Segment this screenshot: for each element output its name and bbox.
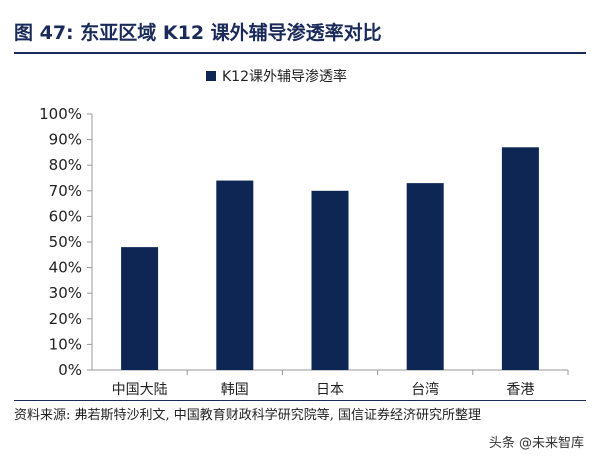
y-tick-label: 90% [49, 131, 82, 149]
legend-swatch [206, 71, 216, 81]
x-tick-label: 香港 [506, 382, 534, 398]
watermark: 头条 @未来智库 [488, 436, 584, 451]
title-bar: 图 47: 东亚区域 K12 课外辅导渗透率对比 [14, 8, 586, 54]
chart-legend: K12课外辅导渗透率 [206, 66, 347, 86]
x-tick-label: 日本 [316, 382, 344, 398]
x-tick-label: 台湾 [411, 381, 439, 398]
bar-chart: 0% 10% 20% 30% 40% 50% 60% 70% 80% 90% 100% 中国大陆 韩国 日… [39, 105, 569, 398]
bar [406, 183, 444, 370]
y-tick-label: 60% [49, 207, 82, 225]
y-tick-label: 10% [49, 335, 82, 353]
x-tick-label: 韩国 [221, 382, 249, 398]
y-tick-label: 100% [39, 105, 82, 123]
legend-label: K12课外辅导渗透率 [222, 69, 347, 85]
y-tick-label: 50% [49, 233, 82, 251]
source-note: 资料来源: 弗若斯特沙利文, 中国教育财政科学研究院等, 国信证券经济研究所整理 [14, 408, 482, 423]
bar [216, 180, 254, 370]
y-tick-label: 40% [49, 259, 82, 277]
figure-title: 图 47: 东亚区域 K12 课外辅导渗透率对比 [14, 22, 382, 44]
bar [501, 147, 539, 370]
bar [311, 190, 349, 370]
y-tick-label: 30% [49, 284, 82, 302]
y-tick-label: 80% [49, 156, 82, 174]
y-tick-label: 70% [49, 182, 82, 200]
bar [121, 247, 159, 370]
y-tick-label: 20% [49, 310, 82, 328]
source-divider [14, 400, 586, 401]
y-tick-label: 0% [58, 361, 82, 379]
x-tick-label: 中国大陆 [112, 382, 168, 398]
